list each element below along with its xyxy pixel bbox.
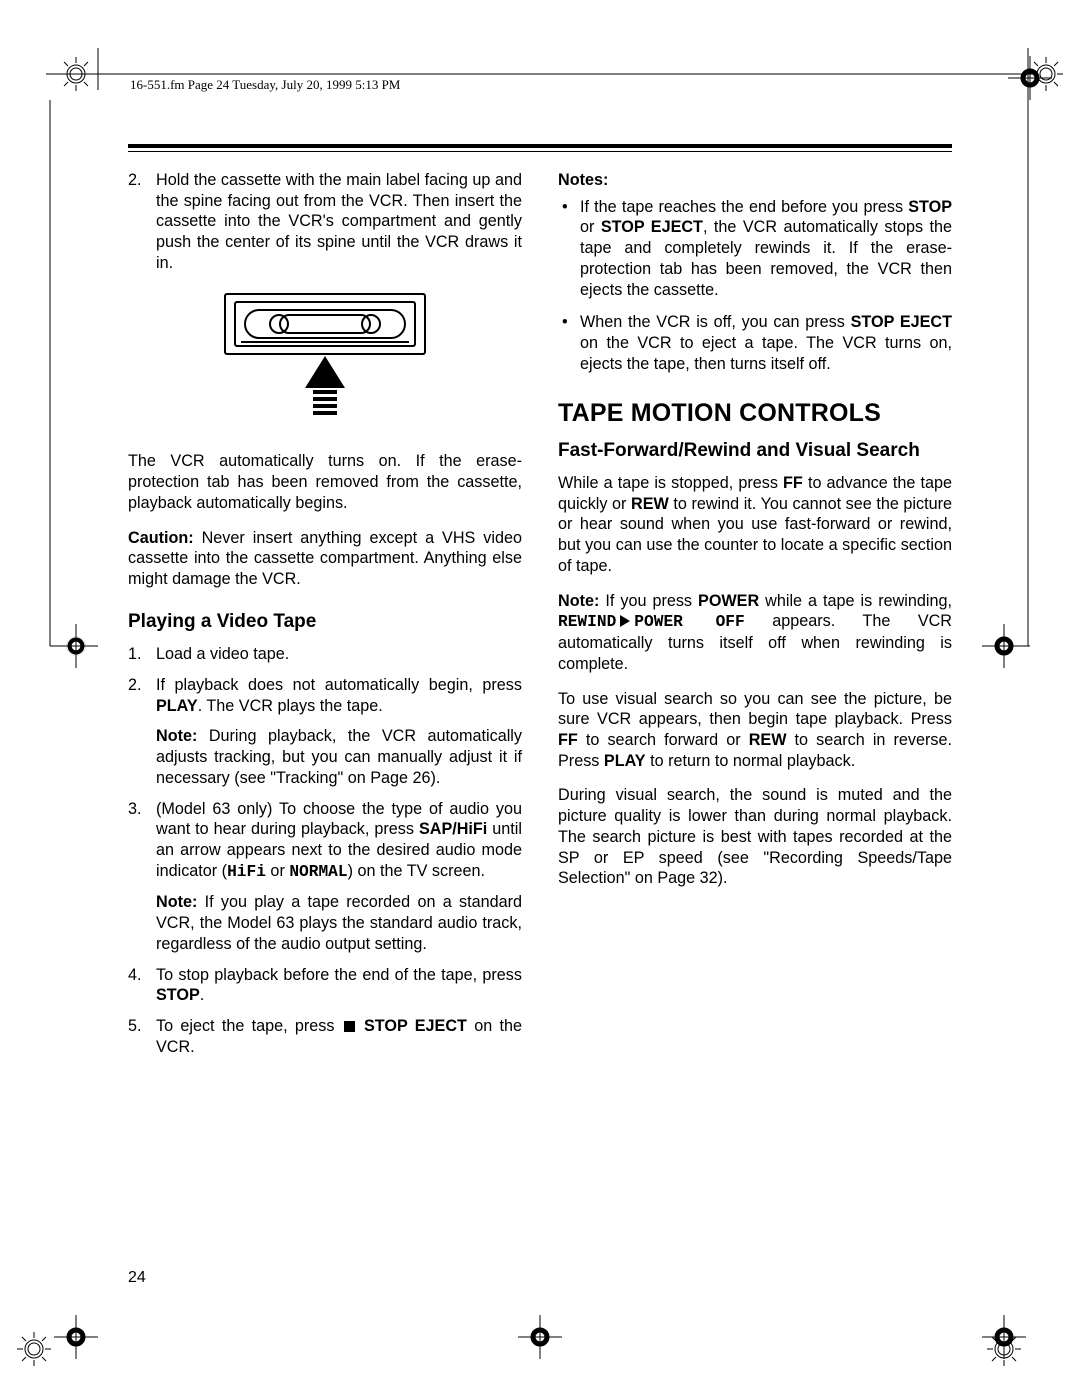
kw-stop-eject: STOP EJECT <box>851 313 952 331</box>
play-step-1: Load a video tape. <box>128 644 522 665</box>
kw-rewind: REWIND <box>558 613 616 631</box>
play-step-3: (Model 63 only) To choose the type of au… <box>128 799 522 955</box>
kw-stop-eject: STOP EJECT <box>357 1017 467 1035</box>
kw-rew: REW <box>631 495 669 513</box>
top-rule <box>128 144 952 152</box>
kw-sap: SAP/HiFi <box>419 820 487 838</box>
reg-mark-icon <box>58 56 94 92</box>
note-1: If the tape reaches the end before you p… <box>558 197 952 301</box>
page: 16-551.fm Page 24 Tuesday, July 20, 1999… <box>0 0 1080 1397</box>
txt: To stop playback before the end of the t… <box>156 966 522 984</box>
caution-label: Caution: <box>128 529 194 547</box>
caution-text: Caution: Never insert anything except a … <box>128 528 522 590</box>
note-body: If you play a tape recorded on a standar… <box>156 893 522 952</box>
txt: When the VCR is off, you can press <box>580 313 851 331</box>
txt: If the tape reaches the end before you p… <box>580 198 908 216</box>
stop-icon <box>344 1021 355 1032</box>
ff-note: Note: If you press POWER while a tape is… <box>558 591 952 675</box>
kw-ff: FF <box>558 731 578 749</box>
step-2: Hold the cassette with the main label fa… <box>128 170 522 274</box>
txt: While a tape is stopped, press <box>558 474 783 492</box>
heading-tape-motion: TAPE MOTION CONTROLS <box>558 397 952 429</box>
note-label: Note: <box>558 592 599 610</box>
reg-mark-icon <box>16 1331 52 1367</box>
page-number: 24 <box>128 1269 146 1287</box>
txt: If you press <box>599 592 698 610</box>
kw-stop-eject: STOP EJECT <box>601 218 703 236</box>
kw-power: POWER <box>698 592 759 610</box>
txt: . The VCR plays the tape. <box>198 697 383 715</box>
play-step-4: To stop playback before the end of the t… <box>128 965 522 1006</box>
crosshair-icon <box>518 1315 562 1359</box>
crosshair-icon <box>982 1315 1026 1359</box>
heading-ff-rew: Fast-Forward/Rewind and Visual Search <box>558 439 952 463</box>
ff-para-2: To use visual search so you can see the … <box>558 689 952 772</box>
note-2: When the VCR is off, you can press STOP … <box>558 312 952 374</box>
crosshair-icon <box>54 1315 98 1359</box>
ff-para-3: During visual search, the sound is muted… <box>558 785 952 889</box>
crosshair-icon <box>1008 56 1052 100</box>
txt: . <box>200 986 205 1004</box>
cassette-figure <box>128 288 522 434</box>
txt: or <box>580 218 601 236</box>
play-step-2-note: Note: During playback, the VCR automatic… <box>156 726 522 788</box>
txt: while a tape is rewinding, <box>759 592 952 610</box>
play-triangle-icon <box>620 615 630 627</box>
kw-play: PLAY <box>156 697 198 715</box>
kw-stop: STOP <box>156 986 200 1004</box>
txt: If playback does not automatically begin… <box>156 676 522 694</box>
kw-normal: NORMAL <box>289 863 347 881</box>
txt: To eject the tape, press <box>156 1017 342 1035</box>
play-step-5: To eject the tape, press STOP EJECT on t… <box>128 1016 522 1057</box>
crosshair-icon <box>982 624 1026 668</box>
txt: appears. The VCR automatically turns its… <box>558 612 952 672</box>
crosshair-icon <box>54 624 98 668</box>
left-column: Hold the cassette with the main label fa… <box>128 170 522 1257</box>
txt: to return to normal playback. <box>646 752 856 770</box>
kw-hifi: HiFi <box>227 863 266 881</box>
txt: To use visual search so you can see the … <box>558 690 952 729</box>
txt: on the VCR to eject a tape. The VCR turn… <box>580 334 952 373</box>
header-line: 16-551.fm Page 24 Tuesday, July 20, 1999… <box>130 77 400 93</box>
content: Hold the cassette with the main label fa… <box>128 170 952 1257</box>
play-step-2: If playback does not automatically begin… <box>128 675 522 789</box>
notes-label: Notes: <box>558 171 608 189</box>
ff-para-1: While a tape is stopped, press FF to adv… <box>558 473 952 577</box>
note-body: During playback, the VCR automatically a… <box>156 727 522 786</box>
heading-playing: Playing a Video Tape <box>128 610 522 634</box>
kw-play: PLAY <box>604 752 646 770</box>
note-label: Note: <box>156 727 197 745</box>
kw-ff: FF <box>783 474 803 492</box>
kw-rew: REW <box>749 731 787 749</box>
right-column: Notes: If the tape reaches the end befor… <box>558 170 952 1257</box>
play-step-3-note: Note: If you play a tape recorded on a s… <box>156 892 522 954</box>
auto-on-text: The VCR automatically turns on. If the e… <box>128 451 522 513</box>
kw-stop: STOP <box>908 198 952 216</box>
kw-poweroff: POWER OFF <box>634 613 744 631</box>
txt: to search forward or <box>578 731 749 749</box>
txt: ) on the TV screen. <box>348 862 485 880</box>
note-label: Note: <box>156 893 197 911</box>
txt: or <box>266 862 289 880</box>
